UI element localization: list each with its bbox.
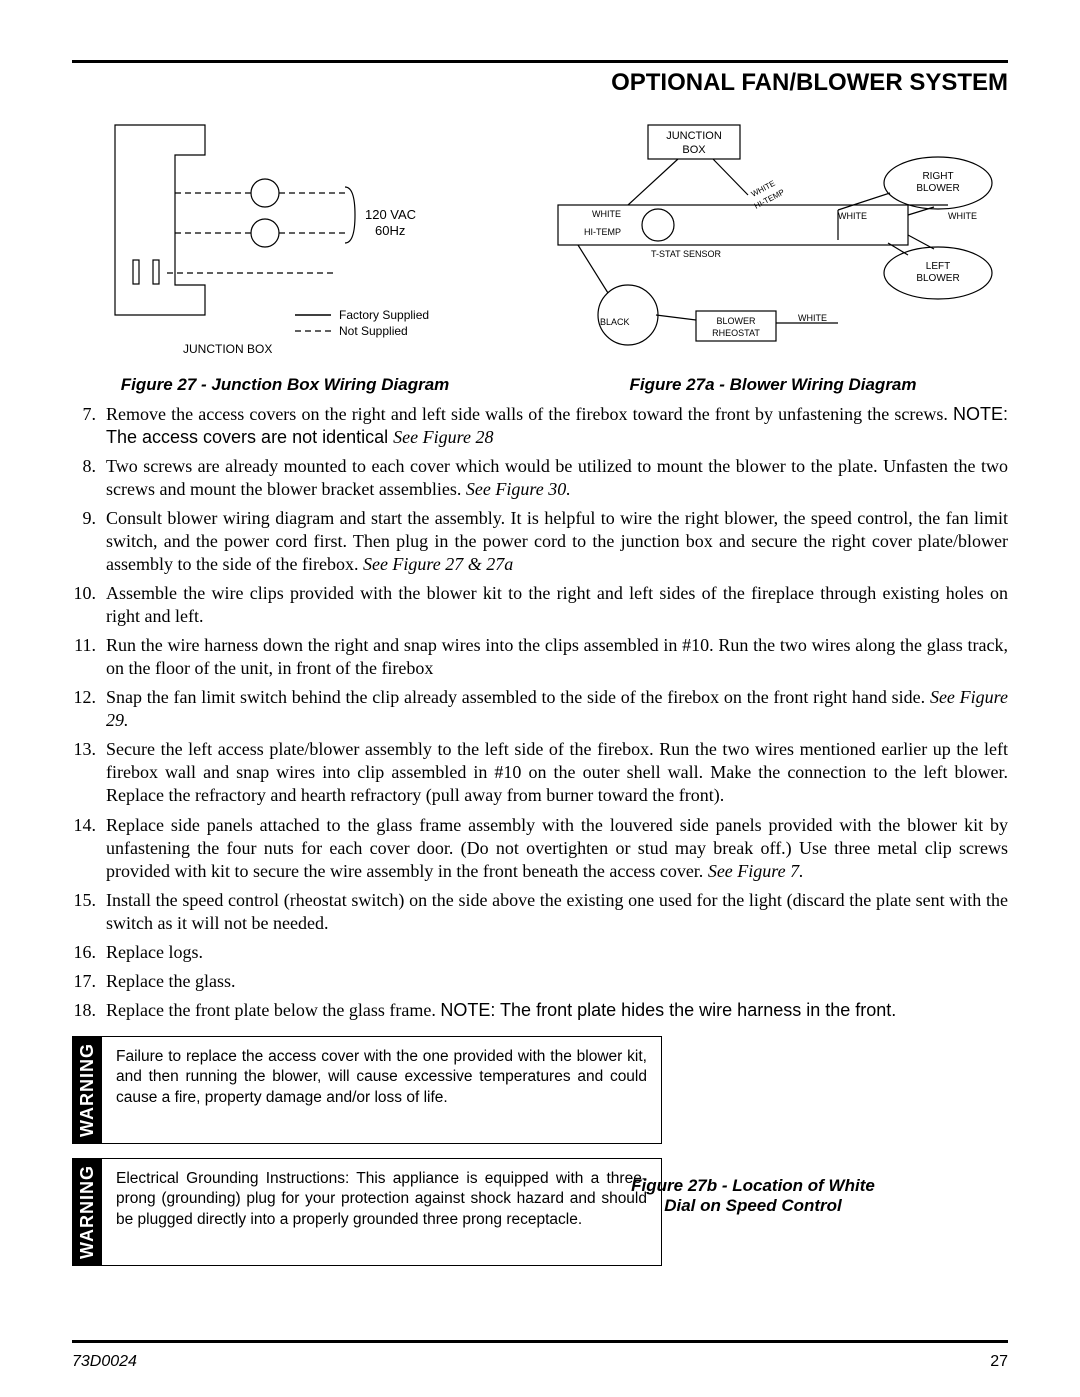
factory-supplied-label: Factory Supplied [339,308,429,322]
instruction-step: 13.Secure the left access plate/blower a… [72,738,1008,807]
figure-27b-caption: Figure 27b - Location of White Dial on S… [608,1176,898,1216]
instruction-step: 12.Snap the fan limit switch behind the … [72,686,1008,732]
step-text: Replace side panels attached to the glas… [106,814,1008,883]
rheostat-label-top: BLOWER [716,316,756,326]
step-text: Two screws are already mounted to each c… [106,455,1008,501]
white-label-2: WHITE [838,211,867,221]
warning-tab-2: WARNING [73,1159,102,1265]
junction-box-diagram: 120 VAC 60Hz Factory Supplied Not Suppli… [95,115,475,365]
warning-box-2: WARNING Electrical Grounding Instruction… [72,1158,662,1266]
black-label: BLACK [600,317,630,327]
instruction-steps: 7.Remove the access covers on the right … [72,403,1008,1022]
figure-27: 120 VAC 60Hz Factory Supplied Not Suppli… [72,115,498,395]
warning-text-1: Failure to replace the access cover with… [102,1037,661,1143]
junction-box-label: JUNCTION BOX [183,342,272,356]
doc-number: 73D0024 [72,1353,137,1371]
warning-tab-1: WARNING [73,1037,102,1143]
instruction-step: 7.Remove the access covers on the right … [72,403,1008,449]
step-text: Replace logs. [106,941,1008,964]
figure-27a-caption: Figure 27a - Blower Wiring Diagram [629,375,916,395]
section-title: OPTIONAL FAN/BLOWER SYSTEM [72,69,1008,97]
step-text: Snap the fan limit switch behind the cli… [106,686,1008,732]
step-number: 10. [72,582,106,605]
step-text: Remove the access covers on the right an… [106,403,1008,449]
left-blower-label-bot: BLOWER [916,273,959,284]
step-number: 15. [72,889,106,912]
instruction-step: 15.Install the speed control (rheostat s… [72,889,1008,935]
instruction-step: 16.Replace logs. [72,941,1008,964]
rheostat-label-bot: RHEOSTAT [712,328,760,338]
step-number: 13. [72,738,106,761]
step-number: 17. [72,970,106,993]
page-footer: 73D0024 27 [72,1353,1008,1371]
step-text: Replace the front plate below the glass … [106,999,1008,1022]
step-text: Replace the glass. [106,970,1008,993]
figure-row: 120 VAC 60Hz Factory Supplied Not Suppli… [72,115,1008,395]
warning-text-2: Electrical Grounding Instructions: This … [102,1159,661,1265]
instruction-step: 18.Replace the front plate below the gla… [72,999,1008,1022]
right-blower-label-top: RIGHT [922,171,953,182]
not-supplied-label: Not Supplied [339,324,408,338]
white-label-3: WHITE [948,211,977,221]
step-text: Install the speed control (rheostat swit… [106,889,1008,935]
left-blower-label-top: LEFT [926,261,950,272]
jbox-label-bot: BOX [682,144,706,156]
blower-wiring-diagram: JUNCTION BOX RIGHT BLOWER LEFT BLOWER BL… [538,115,1008,365]
instruction-step: 14.Replace side panels attached to the g… [72,814,1008,883]
step-text: Run the wire harness down the right and … [106,634,1008,680]
warning-box-1: WARNING Failure to replace the access co… [72,1036,662,1144]
step-number: 14. [72,814,106,837]
instruction-step: 8.Two screws are already mounted to each… [72,455,1008,501]
step-number: 7. [72,403,106,426]
instruction-step: 9.Consult blower wiring diagram and star… [72,507,1008,576]
step-number: 18. [72,999,106,1022]
step-number: 16. [72,941,106,964]
right-blower-label-bot: BLOWER [916,183,959,194]
step-number: 9. [72,507,106,530]
step-number: 12. [72,686,106,709]
bottom-rule [72,1340,1008,1343]
hz-label: 60Hz [375,223,405,238]
white-label-4: WHITE [798,313,827,323]
step-text: Assemble the wire clips provided with th… [106,582,1008,628]
step-number: 11. [72,634,106,657]
white-label-1: WHITE [592,209,621,219]
page-number: 27 [990,1353,1008,1371]
step-number: 8. [72,455,106,478]
tstat-label: T-STAT SENSOR [651,249,722,259]
top-rule [72,60,1008,63]
instruction-step: 10.Assemble the wire clips provided with… [72,582,1008,628]
voltage-label: 120 VAC [365,207,416,222]
step-text: Secure the left access plate/blower asse… [106,738,1008,807]
figure-27-caption: Figure 27 - Junction Box Wiring Diagram [121,375,450,395]
jbox-label-top: JUNCTION [666,130,722,142]
instruction-step: 11.Run the wire harness down the right a… [72,634,1008,680]
hitemp-label: HI-TEMP [584,227,621,237]
instruction-step: 17.Replace the glass. [72,970,1008,993]
step-text: Consult blower wiring diagram and start … [106,507,1008,576]
figure-27a: JUNCTION BOX RIGHT BLOWER LEFT BLOWER BL… [538,115,1008,395]
